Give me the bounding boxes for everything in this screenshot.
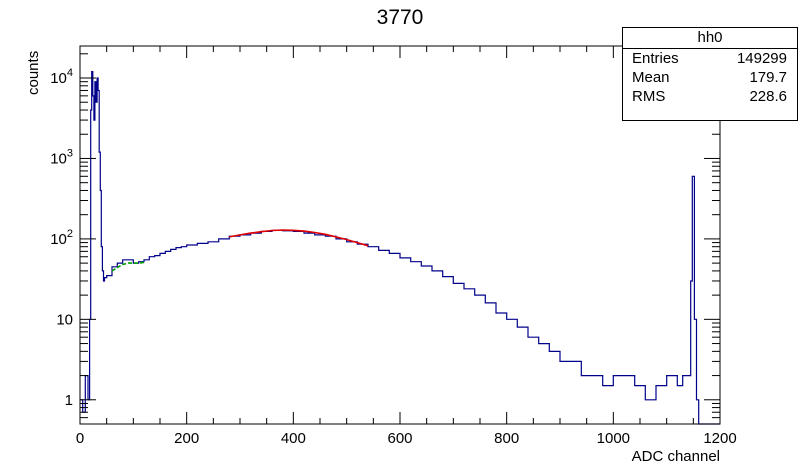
x-tick-label: 600: [387, 430, 412, 447]
stats-row-rms: RMS 228.6: [623, 87, 797, 106]
stats-label: RMS: [632, 88, 666, 105]
chart-title: 3770: [376, 6, 424, 29]
x-tick-label: 200: [174, 430, 199, 447]
stats-value: 228.6: [749, 88, 787, 105]
series-layer: [80, 71, 720, 425]
stats-value: 179.7: [749, 69, 787, 86]
stats-box: hh0 Entries 149299 Mean 179.7 RMS 228.6: [622, 27, 798, 121]
series-fit-low: [111, 261, 145, 272]
x-tick-label: 400: [281, 430, 306, 447]
stats-row-entries: Entries 149299: [623, 49, 797, 68]
stats-label: Mean: [632, 69, 670, 86]
stats-row-mean: Mean 179.7: [623, 68, 797, 87]
series-hh0: [80, 71, 720, 425]
x-tick-label: 1000: [597, 430, 630, 447]
stats-box-name: hh0: [623, 28, 797, 49]
stats-value: 149299: [736, 50, 787, 67]
x-tick-label: 800: [494, 430, 519, 447]
y-axis-label: counts: [25, 51, 42, 95]
x-axis-label: ADC channel: [632, 448, 720, 465]
series-fit-peak: [229, 229, 369, 247]
y-tick-label: 102: [50, 228, 73, 248]
x-tick-label: 0: [76, 430, 84, 447]
x-tick-label: 1200: [703, 430, 736, 447]
y-tick-label: 103: [50, 147, 73, 167]
y-tick-label: 10: [56, 311, 73, 328]
y-tick-label: 1: [65, 392, 73, 409]
y-tick-label: 104: [50, 67, 73, 87]
stats-label: Entries: [632, 50, 679, 67]
